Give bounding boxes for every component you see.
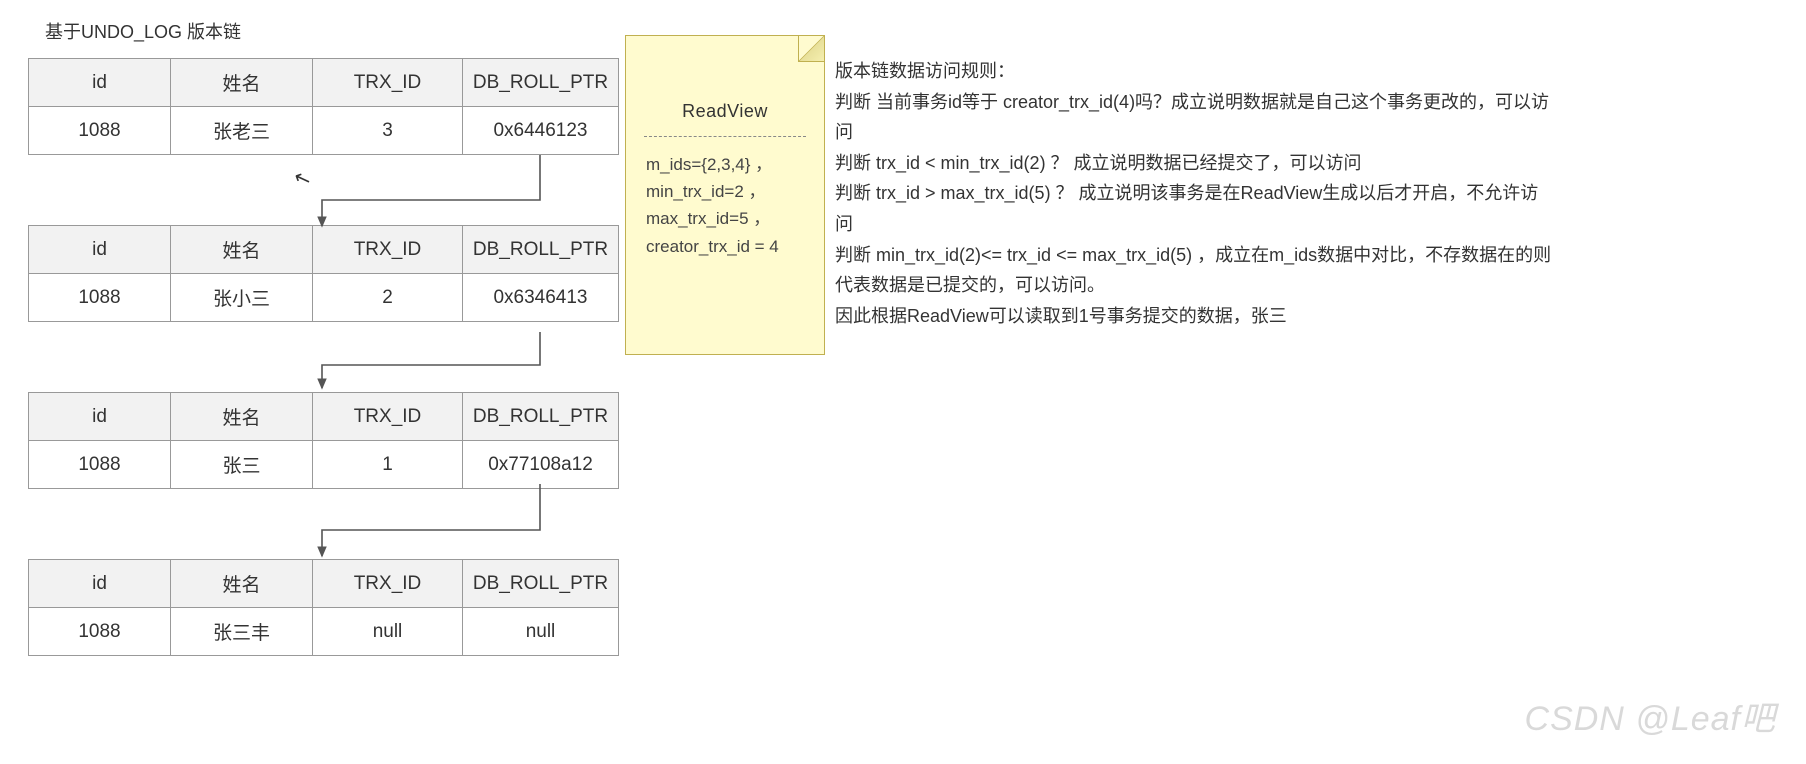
td-name: 张三丰 bbox=[171, 608, 313, 656]
td-ptr: 0x6446123 bbox=[463, 107, 619, 155]
td-id: 1088 bbox=[29, 274, 171, 322]
note-body: m_ids={2,3,4} ， min_trx_id=2 ， max_trx_i… bbox=[626, 151, 824, 260]
rule-line: 判断 min_trx_id(2)<= trx_id <= max_trx_id(… bbox=[835, 240, 1555, 301]
td-trx: 1 bbox=[313, 441, 463, 489]
th-id: id bbox=[29, 226, 171, 274]
td-name: 张三 bbox=[171, 441, 313, 489]
th-ptr: DB_ROLL_PTR bbox=[463, 226, 619, 274]
td-name: 张老三 bbox=[171, 107, 313, 155]
td-ptr: null bbox=[463, 608, 619, 656]
note-line: creator_trx_id = 4 bbox=[646, 233, 804, 260]
th-id: id bbox=[29, 393, 171, 441]
rule-line: 版本链数据访问规则： bbox=[835, 56, 1555, 87]
td-trx: null bbox=[313, 608, 463, 656]
th-trx: TRX_ID bbox=[313, 560, 463, 608]
th-ptr: DB_ROLL_PTR bbox=[463, 393, 619, 441]
td-id: 1088 bbox=[29, 107, 171, 155]
th-name: 姓名 bbox=[171, 59, 313, 107]
rule-line: 判断 trx_id > max_trx_id(5) ？ 成立说明该事务是在Rea… bbox=[835, 178, 1555, 239]
td-id: 1088 bbox=[29, 608, 171, 656]
rule-line: 判断 当前事务id等于 creator_trx_id(4)吗？成立说明数据就是自… bbox=[835, 87, 1555, 148]
access-rules: 版本链数据访问规则： 判断 当前事务id等于 creator_trx_id(4)… bbox=[835, 56, 1555, 331]
readview-note: ReadView m_ids={2,3,4} ， min_trx_id=2 ， … bbox=[625, 35, 825, 355]
note-fold-icon bbox=[798, 36, 824, 62]
th-id: id bbox=[29, 560, 171, 608]
th-trx: TRX_ID bbox=[313, 393, 463, 441]
th-trx: TRX_ID bbox=[313, 226, 463, 274]
th-ptr: DB_ROLL_PTR bbox=[463, 560, 619, 608]
diagram-title: 基于UNDO_LOG 版本链 bbox=[45, 18, 241, 44]
th-name: 姓名 bbox=[171, 560, 313, 608]
rule-line: 因此根据ReadView可以读取到1号事务提交的数据，张三 bbox=[835, 301, 1555, 332]
td-id: 1088 bbox=[29, 441, 171, 489]
note-line: m_ids={2,3,4} ， bbox=[646, 151, 804, 178]
td-ptr: 0x6346413 bbox=[463, 274, 619, 322]
version-row-0: id 姓名 TRX_ID DB_ROLL_PTR 1088 张老三 3 0x64… bbox=[28, 58, 619, 155]
note-divider bbox=[644, 136, 806, 137]
note-line: min_trx_id=2 ， bbox=[646, 178, 804, 205]
th-name: 姓名 bbox=[171, 393, 313, 441]
th-id: id bbox=[29, 59, 171, 107]
note-line: max_trx_id=5 ， bbox=[646, 205, 804, 232]
version-chain-tables: id 姓名 TRX_ID DB_ROLL_PTR 1088 张老三 3 0x64… bbox=[28, 58, 619, 726]
rule-line: 判断 trx_id < min_trx_id(2) ？ 成立说明数据已经提交了，… bbox=[835, 148, 1555, 179]
td-ptr: 0x77108a12 bbox=[463, 441, 619, 489]
version-row-2: id 姓名 TRX_ID DB_ROLL_PTR 1088 张三 1 0x771… bbox=[28, 392, 619, 489]
td-name: 张小三 bbox=[171, 274, 313, 322]
td-trx: 2 bbox=[313, 274, 463, 322]
td-trx: 3 bbox=[313, 107, 463, 155]
th-trx: TRX_ID bbox=[313, 59, 463, 107]
version-row-3: id 姓名 TRX_ID DB_ROLL_PTR 1088 张三丰 null n… bbox=[28, 559, 619, 656]
watermark-text: CSDN @Leaf吧 bbox=[1525, 691, 1776, 740]
version-row-1: id 姓名 TRX_ID DB_ROLL_PTR 1088 张小三 2 0x63… bbox=[28, 225, 619, 322]
th-ptr: DB_ROLL_PTR bbox=[463, 59, 619, 107]
th-name: 姓名 bbox=[171, 226, 313, 274]
note-title: ReadView bbox=[626, 36, 824, 136]
